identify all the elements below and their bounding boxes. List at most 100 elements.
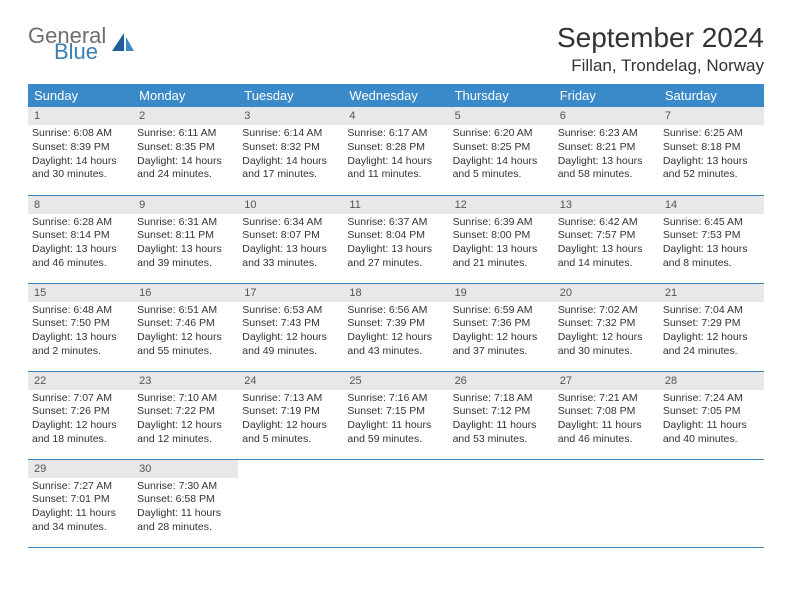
day-number: 10: [238, 196, 343, 214]
day-body: Sunrise: 6:48 AMSunset: 7:50 PMDaylight:…: [28, 302, 133, 363]
daylight-line: Daylight: 13 hours and 52 minutes.: [663, 155, 760, 182]
sunset-line: Sunset: 8:04 PM: [347, 229, 444, 243]
week-row: 29Sunrise: 7:27 AMSunset: 7:01 PMDayligh…: [28, 459, 764, 547]
logo-text: General Blue: [28, 26, 106, 62]
day-cell: 23Sunrise: 7:10 AMSunset: 7:22 PMDayligh…: [133, 371, 238, 459]
sunset-line: Sunset: 7:29 PM: [663, 317, 760, 331]
sunset-line: Sunset: 7:46 PM: [137, 317, 234, 331]
sunset-line: Sunset: 7:01 PM: [32, 493, 129, 507]
sunset-line: Sunset: 8:14 PM: [32, 229, 129, 243]
day-number: 30: [133, 460, 238, 478]
sunrise-line: Sunrise: 7:02 AM: [558, 304, 655, 318]
daylight-line: Daylight: 12 hours and 18 minutes.: [32, 419, 129, 446]
day-cell: 6Sunrise: 6:23 AMSunset: 8:21 PMDaylight…: [554, 107, 659, 195]
sunset-line: Sunset: 7:22 PM: [137, 405, 234, 419]
day-cell: 27Sunrise: 7:21 AMSunset: 7:08 PMDayligh…: [554, 371, 659, 459]
day-body: Sunrise: 6:11 AMSunset: 8:35 PMDaylight:…: [133, 125, 238, 186]
daylight-line: Daylight: 11 hours and 28 minutes.: [137, 507, 234, 534]
sunrise-line: Sunrise: 6:11 AM: [137, 127, 234, 141]
day-cell: 13Sunrise: 6:42 AMSunset: 7:57 PMDayligh…: [554, 195, 659, 283]
daylight-line: Daylight: 11 hours and 40 minutes.: [663, 419, 760, 446]
day-number: 14: [659, 196, 764, 214]
day-cell: 25Sunrise: 7:16 AMSunset: 7:15 PMDayligh…: [343, 371, 448, 459]
daylight-line: Daylight: 12 hours and 43 minutes.: [347, 331, 444, 358]
sunrise-line: Sunrise: 7:24 AM: [663, 392, 760, 406]
daylight-line: Daylight: 13 hours and 8 minutes.: [663, 243, 760, 270]
day-cell: 29Sunrise: 7:27 AMSunset: 7:01 PMDayligh…: [28, 459, 133, 547]
day-body: Sunrise: 6:53 AMSunset: 7:43 PMDaylight:…: [238, 302, 343, 363]
sunset-line: Sunset: 8:11 PM: [137, 229, 234, 243]
day-cell: [343, 459, 448, 547]
day-body: Sunrise: 6:37 AMSunset: 8:04 PMDaylight:…: [343, 214, 448, 275]
daylight-line: Daylight: 13 hours and 27 minutes.: [347, 243, 444, 270]
day-body: Sunrise: 6:28 AMSunset: 8:14 PMDaylight:…: [28, 214, 133, 275]
sunrise-line: Sunrise: 6:28 AM: [32, 216, 129, 230]
daylight-line: Daylight: 14 hours and 24 minutes.: [137, 155, 234, 182]
sunrise-line: Sunrise: 7:13 AM: [242, 392, 339, 406]
day-cell: 2Sunrise: 6:11 AMSunset: 8:35 PMDaylight…: [133, 107, 238, 195]
day-number: 18: [343, 284, 448, 302]
day-cell: 19Sunrise: 6:59 AMSunset: 7:36 PMDayligh…: [449, 283, 554, 371]
day-cell: 16Sunrise: 6:51 AMSunset: 7:46 PMDayligh…: [133, 283, 238, 371]
sunrise-line: Sunrise: 7:30 AM: [137, 480, 234, 494]
sunrise-line: Sunrise: 6:23 AM: [558, 127, 655, 141]
weekday-header: Monday: [133, 84, 238, 107]
day-body: Sunrise: 6:20 AMSunset: 8:25 PMDaylight:…: [449, 125, 554, 186]
day-body: Sunrise: 6:23 AMSunset: 8:21 PMDaylight:…: [554, 125, 659, 186]
day-body: Sunrise: 7:16 AMSunset: 7:15 PMDaylight:…: [343, 390, 448, 451]
sunset-line: Sunset: 7:50 PM: [32, 317, 129, 331]
sunrise-line: Sunrise: 7:07 AM: [32, 392, 129, 406]
day-body: Sunrise: 7:21 AMSunset: 7:08 PMDaylight:…: [554, 390, 659, 451]
sunrise-line: Sunrise: 6:39 AM: [453, 216, 550, 230]
day-number: 9: [133, 196, 238, 214]
weekday-header: Thursday: [449, 84, 554, 107]
day-number: 25: [343, 372, 448, 390]
day-cell: [659, 459, 764, 547]
day-number: 6: [554, 107, 659, 125]
sunset-line: Sunset: 8:00 PM: [453, 229, 550, 243]
day-body: Sunrise: 7:04 AMSunset: 7:29 PMDaylight:…: [659, 302, 764, 363]
sunset-line: Sunset: 7:15 PM: [347, 405, 444, 419]
sunrise-line: Sunrise: 6:17 AM: [347, 127, 444, 141]
day-cell: 22Sunrise: 7:07 AMSunset: 7:26 PMDayligh…: [28, 371, 133, 459]
sunrise-line: Sunrise: 6:56 AM: [347, 304, 444, 318]
sunset-line: Sunset: 8:21 PM: [558, 141, 655, 155]
day-number: 4: [343, 107, 448, 125]
day-cell: 18Sunrise: 6:56 AMSunset: 7:39 PMDayligh…: [343, 283, 448, 371]
day-body: Sunrise: 6:45 AMSunset: 7:53 PMDaylight:…: [659, 214, 764, 275]
weekday-header: Saturday: [659, 84, 764, 107]
sunrise-line: Sunrise: 6:37 AM: [347, 216, 444, 230]
day-number: 20: [554, 284, 659, 302]
day-body: Sunrise: 6:39 AMSunset: 8:00 PMDaylight:…: [449, 214, 554, 275]
day-number: 23: [133, 372, 238, 390]
day-number: 28: [659, 372, 764, 390]
calendar-head: SundayMondayTuesdayWednesdayThursdayFrid…: [28, 84, 764, 107]
daylight-line: Daylight: 14 hours and 5 minutes.: [453, 155, 550, 182]
day-cell: 12Sunrise: 6:39 AMSunset: 8:00 PMDayligh…: [449, 195, 554, 283]
daylight-line: Daylight: 14 hours and 30 minutes.: [32, 155, 129, 182]
sunrise-line: Sunrise: 7:18 AM: [453, 392, 550, 406]
daylight-line: Daylight: 12 hours and 5 minutes.: [242, 419, 339, 446]
day-body: Sunrise: 7:18 AMSunset: 7:12 PMDaylight:…: [449, 390, 554, 451]
day-body: Sunrise: 6:08 AMSunset: 8:39 PMDaylight:…: [28, 125, 133, 186]
sunset-line: Sunset: 8:35 PM: [137, 141, 234, 155]
calendar-table: SundayMondayTuesdayWednesdayThursdayFrid…: [28, 84, 764, 548]
day-cell: [554, 459, 659, 547]
weekday-row: SundayMondayTuesdayWednesdayThursdayFrid…: [28, 84, 764, 107]
day-body: Sunrise: 7:07 AMSunset: 7:26 PMDaylight:…: [28, 390, 133, 451]
day-number: 19: [449, 284, 554, 302]
location: Fillan, Trondelag, Norway: [557, 56, 764, 76]
day-body: Sunrise: 7:30 AMSunset: 6:58 PMDaylight:…: [133, 478, 238, 539]
week-row: 8Sunrise: 6:28 AMSunset: 8:14 PMDaylight…: [28, 195, 764, 283]
weekday-header: Tuesday: [238, 84, 343, 107]
day-number: 5: [449, 107, 554, 125]
daylight-line: Daylight: 11 hours and 53 minutes.: [453, 419, 550, 446]
day-cell: 15Sunrise: 6:48 AMSunset: 7:50 PMDayligh…: [28, 283, 133, 371]
sunset-line: Sunset: 8:07 PM: [242, 229, 339, 243]
day-number: 26: [449, 372, 554, 390]
month-title: September 2024: [557, 22, 764, 54]
week-row: 1Sunrise: 6:08 AMSunset: 8:39 PMDaylight…: [28, 107, 764, 195]
daylight-line: Daylight: 12 hours and 24 minutes.: [663, 331, 760, 358]
day-number: 22: [28, 372, 133, 390]
daylight-line: Daylight: 12 hours and 12 minutes.: [137, 419, 234, 446]
